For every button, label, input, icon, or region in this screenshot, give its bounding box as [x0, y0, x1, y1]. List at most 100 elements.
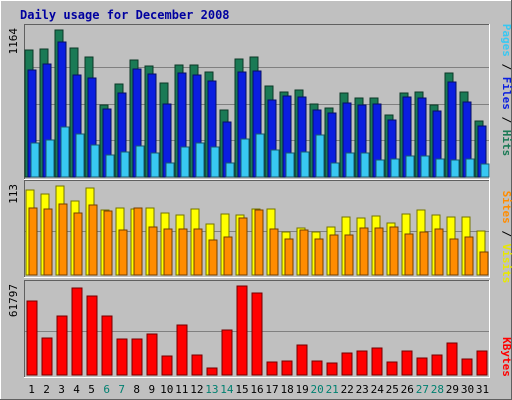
bar-sites-day-23 [359, 227, 369, 276]
bar-sites-day-12 [193, 228, 203, 276]
bar-sites-day-5 [88, 204, 98, 276]
x-tick-label-day-4: 4 [73, 383, 80, 396]
bar-pages-day-30 [465, 158, 475, 178]
legend-separator: / [500, 110, 512, 130]
bar-kbytes-day-7 [116, 338, 128, 376]
x-tick-label-day-14: 14 [220, 383, 234, 396]
legend-kbytes: KBytes [500, 337, 512, 377]
bar-sites-day-3 [58, 203, 68, 276]
bar-pages-day-3 [60, 126, 70, 178]
bar-pages-day-10 [165, 162, 175, 178]
x-axis-day-labels: 1 2 3 4 5 6 7 8 9 10 11 12 13 14 15 16 17 18 19 20 21 22 23 24 2… [28, 383, 489, 396]
bar-kbytes-day-2 [41, 337, 53, 376]
bar-kbytes-day-6 [101, 315, 113, 376]
bar-kbytes-day-3 [56, 315, 68, 376]
x-tick-label-day-16: 16 [250, 383, 263, 396]
bar-pages-day-13 [210, 146, 220, 178]
legend-separator: / [500, 224, 512, 244]
panel-hits [24, 24, 490, 180]
bar-pages-day-22 [345, 152, 355, 178]
bar-kbytes-day-31 [476, 350, 488, 376]
legend-separator: / [500, 57, 512, 77]
chart-panels [24, 24, 490, 378]
bar-pages-day-21 [330, 162, 340, 178]
bar-sites-day-8 [133, 207, 143, 276]
bar-kbytes-day-24 [371, 347, 383, 376]
bar-kbytes-day-11 [176, 324, 188, 376]
bar-kbytes-day-14 [221, 329, 233, 376]
bar-sites-day-27 [419, 231, 429, 276]
bar-pages-day-20 [315, 134, 325, 178]
bar-kbytes-day-20 [311, 360, 323, 376]
x-tick-label-day-6: 6 [103, 383, 110, 396]
x-tick-label-day-24: 24 [371, 383, 385, 396]
bar-sites-day-30 [464, 236, 474, 276]
x-tick-label-day-11: 11 [175, 383, 188, 396]
bar-pages-day-8 [135, 145, 145, 178]
x-tick-label-day-12: 12 [190, 383, 203, 396]
bar-pages-day-29 [450, 159, 460, 178]
bar-sites-day-22 [344, 234, 354, 276]
legend-hits: Hits [500, 130, 512, 157]
bar-kbytes-day-13 [206, 367, 218, 376]
bar-sites-day-10 [163, 228, 173, 276]
x-tick-label-day-30: 30 [461, 383, 474, 396]
right-legend: Pages / Files / Hits Sites / Visits KBytes [500, 24, 512, 377]
bar-pages-day-18 [285, 152, 295, 178]
y-max-label-hits: 1164 [7, 28, 20, 55]
bar-kbytes-day-9 [146, 333, 158, 376]
bar-sites-day-7 [118, 229, 128, 276]
x-tick-label-day-27: 27 [416, 383, 429, 396]
bar-kbytes-day-8 [131, 338, 143, 376]
x-tick-label-day-19: 19 [295, 383, 308, 396]
y-max-label-kbytes: 61797 [7, 284, 20, 317]
bar-sites-day-13 [208, 239, 218, 276]
bar-pages-day-17 [270, 149, 280, 178]
bar-pages-day-23 [360, 152, 370, 178]
bar-kbytes-day-30 [461, 358, 473, 376]
bar-pages-day-1 [30, 142, 40, 178]
legend-group-1: Pages / Files / Hits [500, 24, 512, 157]
bar-sites-day-26 [404, 233, 414, 276]
x-tick-label-day-10: 10 [160, 383, 173, 396]
bar-kbytes-day-12 [191, 354, 203, 376]
bar-kbytes-day-4 [71, 287, 83, 376]
x-tick-label-day-28: 28 [431, 383, 444, 396]
panel-visits [24, 180, 490, 278]
bar-kbytes-day-16 [251, 292, 263, 376]
bar-sites-day-18 [284, 238, 294, 276]
bar-sites-day-17 [269, 228, 279, 276]
bar-sites-day-28 [434, 228, 444, 276]
x-tick-label-day-7: 7 [118, 383, 125, 396]
bar-sites-day-29 [449, 238, 459, 276]
bar-pages-day-12 [195, 142, 205, 178]
bar-pages-day-19 [300, 151, 310, 178]
x-tick-label-day-2: 2 [43, 383, 50, 396]
x-tick-label-day-15: 15 [235, 383, 248, 396]
panel-kbytes [24, 280, 490, 378]
bar-sites-day-9 [148, 226, 158, 276]
bar-sites-day-14 [223, 236, 233, 276]
bar-kbytes-day-23 [356, 350, 368, 376]
chart-title: Daily usage for December 2008 [20, 8, 230, 22]
bar-kbytes-day-10 [161, 355, 173, 376]
bar-pages-day-15 [240, 138, 250, 178]
x-tick-label-day-20: 20 [310, 383, 323, 396]
legend-sites: Sites [500, 191, 512, 224]
y-max-label-visits: 113 [7, 184, 20, 204]
x-tick-label-day-25: 25 [386, 383, 399, 396]
x-tick-label-day-8: 8 [133, 383, 140, 396]
bar-sites-day-6 [103, 210, 113, 276]
x-tick-label-day-26: 26 [401, 383, 414, 396]
bar-pages-day-25 [390, 158, 400, 178]
bar-sites-day-16 [254, 209, 264, 276]
y-axis-max-labels: 1164 113 61797 [7, 28, 20, 317]
bar-kbytes-day-1 [26, 300, 38, 376]
bar-pages-day-7 [120, 151, 130, 178]
legend-group-2: Sites / Visits [500, 191, 512, 284]
bar-sites-day-11 [178, 228, 188, 276]
bar-sites-day-31 [479, 251, 489, 276]
bar-pages-day-31 [480, 163, 490, 178]
x-tick-label-day-9: 9 [148, 383, 155, 396]
